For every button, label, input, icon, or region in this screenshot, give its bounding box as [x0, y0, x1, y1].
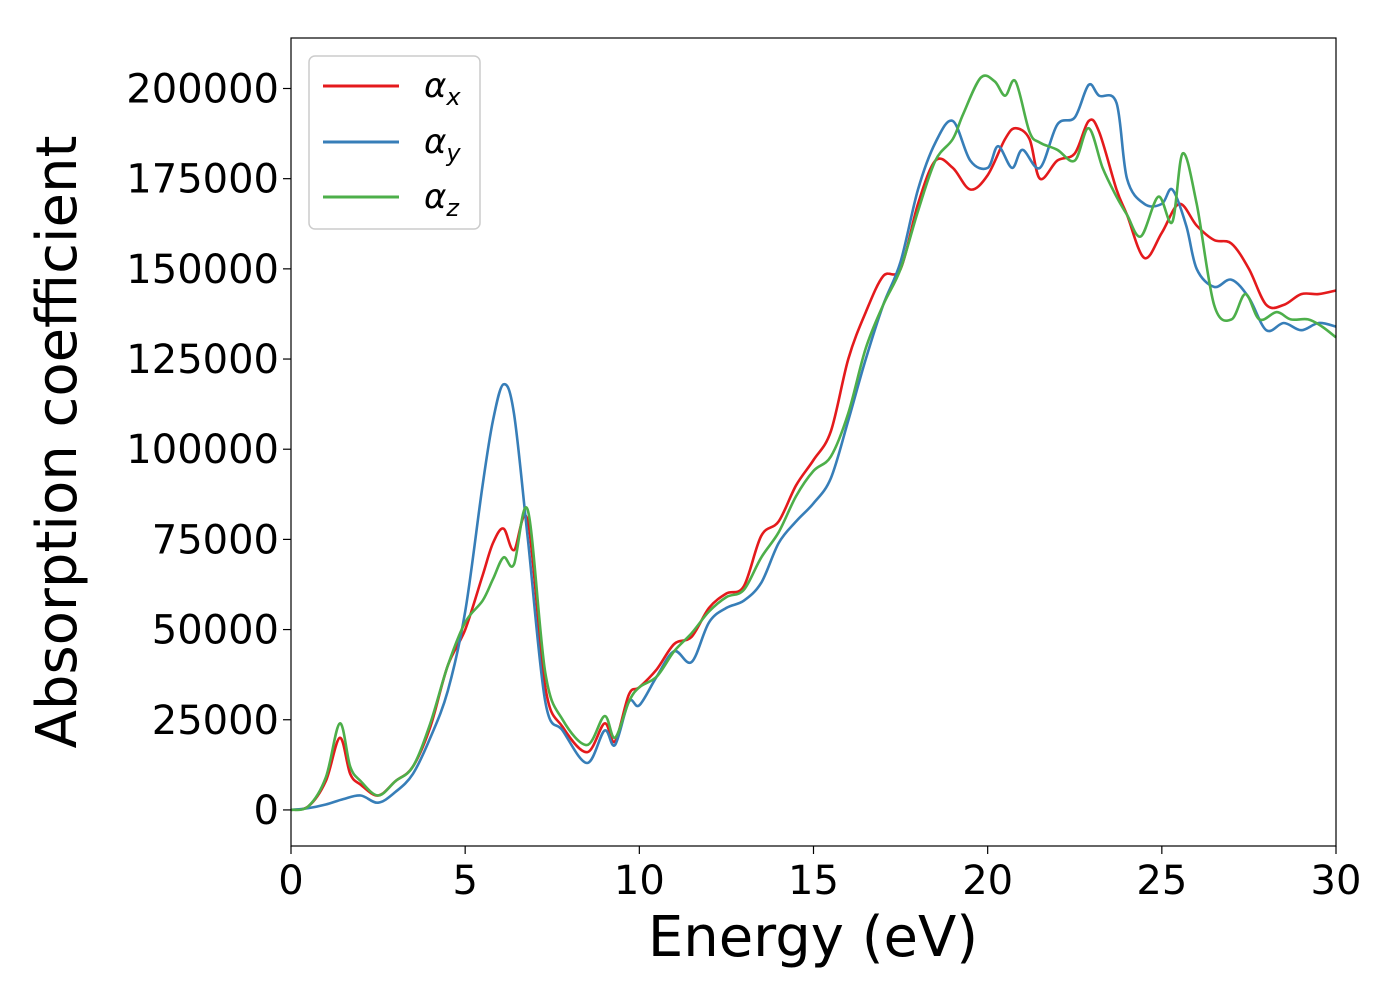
y-axis-ticks: 0 25000 50000 75000 100000 125000 150000 175000… [126, 67, 291, 834]
legend-label-y: αy [424, 122, 461, 167]
x-tick-label: 30 [1311, 858, 1362, 904]
y-axis-label: Absorption coefficient [25, 136, 90, 749]
legend-label-z: αz [424, 177, 460, 222]
y-tick-label: 150000 [126, 247, 279, 293]
legend: αx αy αz [308, 55, 481, 230]
y-tick-label: 125000 [126, 337, 279, 383]
series-layer [290, 74, 1337, 812]
y-tick-label: 50000 [152, 608, 279, 654]
x-tick-label: 5 [452, 858, 477, 904]
y-tick-label: 200000 [126, 67, 279, 113]
y-tick-label: 25000 [152, 698, 279, 744]
y-tick-label: 75000 [152, 517, 279, 563]
y-tick-label: 175000 [126, 157, 279, 203]
x-tick-label: 25 [1136, 858, 1187, 904]
x-tick-label: 20 [962, 858, 1013, 904]
series-line-z [290, 74, 1337, 812]
x-axis-label: Energy (eV) [648, 905, 978, 970]
x-axis-ticks: 0 5 10 15 20 25 30 [278, 846, 1361, 904]
legend-label-x: αx [424, 66, 461, 111]
y-tick-label: 100000 [126, 427, 279, 473]
y-tick-label: 0 [254, 788, 279, 834]
series-line-y [290, 82, 1337, 812]
x-tick-label: 0 [278, 858, 303, 904]
x-tick-label: 10 [614, 858, 665, 904]
series-line-x [290, 118, 1337, 812]
x-tick-label: 15 [788, 858, 839, 904]
